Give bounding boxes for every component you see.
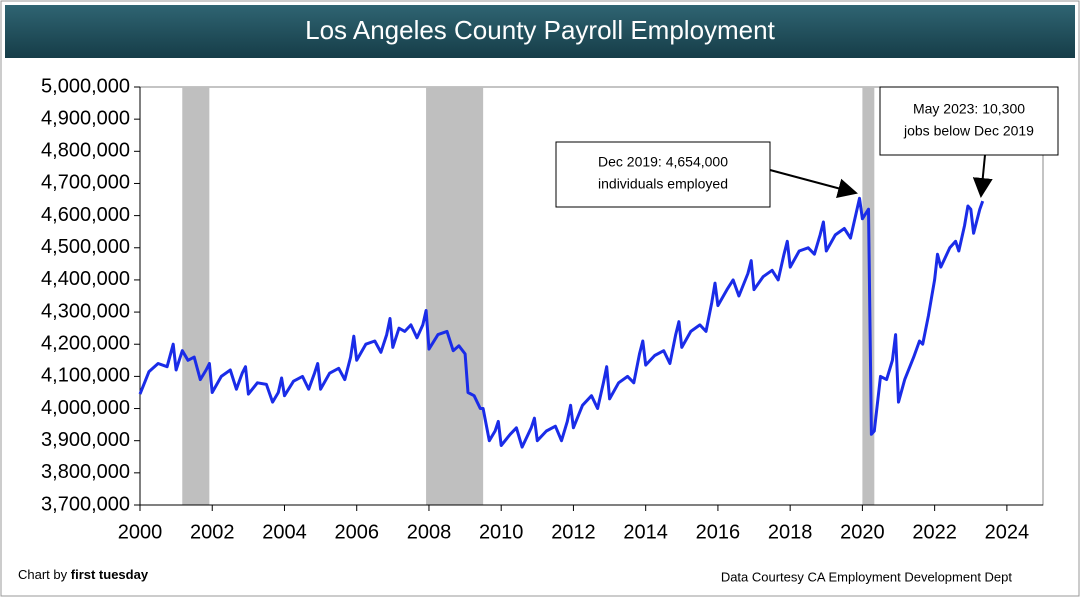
y-tick-label: 4,100,000 [41, 365, 130, 387]
x-tick-label: 2004 [262, 521, 307, 543]
chart-title: Los Angeles County Payroll Employment [305, 15, 775, 45]
x-tick-label: 2020 [840, 521, 885, 543]
annotation: jobs below Dec 2019 [903, 123, 1034, 139]
y-tick-label: 5,000,000 [41, 75, 130, 97]
y-tick-label: 4,200,000 [41, 333, 130, 355]
x-tick-label: 2006 [334, 521, 379, 543]
y-tick-label: 4,500,000 [41, 236, 130, 258]
x-tick-label: 2024 [985, 521, 1030, 543]
y-tick-label: 4,900,000 [41, 107, 130, 129]
x-tick-label: 2012 [551, 521, 596, 543]
annotation: May 2023: 10,300 [913, 101, 1025, 117]
credit: Chart by first tuesday [18, 567, 149, 582]
x-tick-label: 2022 [912, 521, 957, 543]
arrow [972, 154, 993, 198]
x-tick-label: 2002 [190, 521, 235, 543]
x-tick-label: 2000 [118, 521, 163, 543]
y-tick-label: 3,900,000 [41, 429, 130, 451]
annotation: individuals employed [598, 176, 728, 192]
x-tick-label: 2014 [623, 521, 668, 543]
credit-brand: first tuesday [71, 567, 149, 582]
recession-band [426, 87, 484, 505]
annotation: Dec 2019: 4,654,000 [598, 154, 728, 170]
y-tick-label: 4,700,000 [41, 172, 130, 194]
y-tick-label: 4,800,000 [41, 140, 130, 162]
x-tick-label: 2010 [479, 521, 524, 543]
series-line [138, 196, 985, 449]
annotation-box [555, 141, 771, 208]
y-tick-label: 4,400,000 [41, 268, 130, 290]
title-bar [5, 5, 1075, 58]
arrow [769, 169, 858, 199]
x-tick-label: 2016 [696, 521, 741, 543]
credit-text: Chart by [18, 567, 71, 582]
x-tick-label: 2008 [407, 521, 452, 543]
y-tick-label: 3,800,000 [41, 461, 130, 483]
x-tick-label: 2018 [768, 521, 813, 543]
source: Data Courtesy CA Employment Development … [721, 569, 1013, 584]
y-tick-label: 3,700,000 [41, 493, 130, 515]
y-tick-label: 4,300,000 [41, 300, 130, 322]
annotation-box [879, 86, 1059, 156]
y-tick-label: 4,000,000 [41, 397, 130, 419]
y-tick-label: 4,600,000 [41, 204, 130, 226]
recession-band [182, 87, 210, 505]
